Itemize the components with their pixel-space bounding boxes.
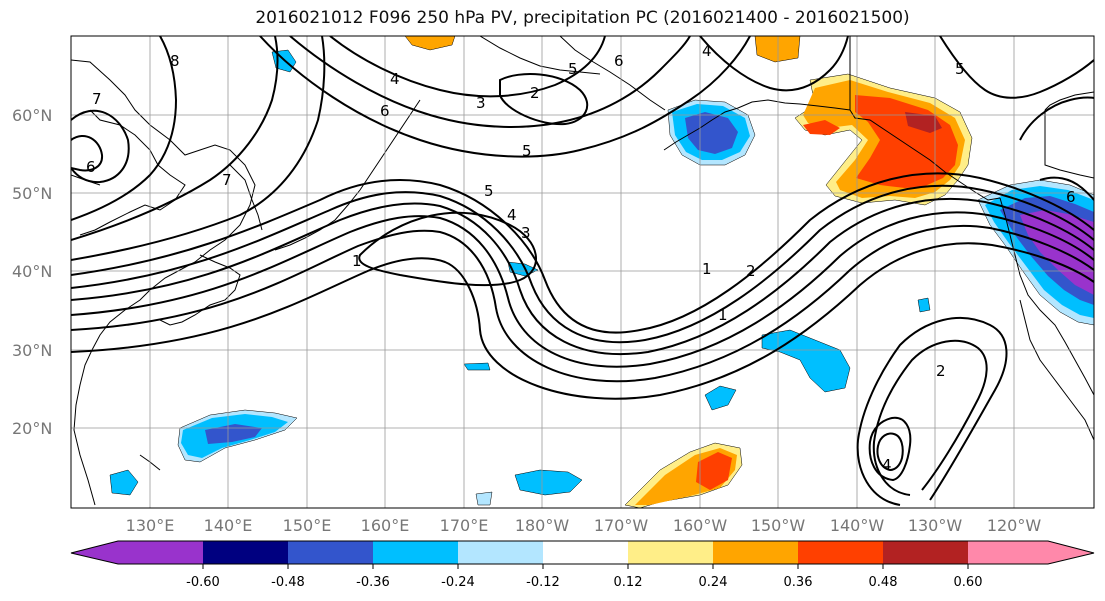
colorbar-swatch: [543, 541, 628, 564]
pv-contour: [71, 184, 1094, 344]
pv-contour: [71, 109, 130, 184]
contour-label: 6: [614, 52, 624, 70]
colorbar-swatch: [883, 541, 968, 564]
pv-contour: [71, 197, 1094, 356]
lon-label: 120°W: [987, 516, 1042, 535]
colorbar-tick-label: 0.48: [869, 575, 898, 590]
contour-label: 5: [484, 182, 494, 200]
lon-label: 130°E: [126, 516, 175, 535]
pv-contour: [71, 224, 1094, 383]
contour-label: 3: [521, 224, 531, 242]
pv-contour: [358, 211, 537, 287]
contour-label: 5: [955, 60, 965, 78]
colorbar-swatch: [628, 541, 713, 564]
contour-labels: 8 7 6 7 4 5 6 5 4 3 2 6 5 5 4 3 1 1 2 1 …: [86, 42, 1076, 474]
contour-label: 2: [530, 84, 540, 102]
colorbar-swatch: [373, 541, 458, 564]
colorbar-swatch: [458, 541, 543, 564]
contour-label: 5: [522, 142, 532, 160]
contour-label: 2: [936, 362, 946, 380]
contour-label: 6: [1066, 188, 1076, 206]
contour-label: 4: [702, 42, 712, 60]
contour-label: 5: [568, 60, 578, 78]
colorbar-tick-label: -0.48: [271, 575, 305, 590]
colorbar-tick-label: -0.24: [441, 575, 475, 590]
contour-label: 8: [170, 52, 180, 70]
colorbar-tick-label: -0.36: [356, 575, 390, 590]
pv-contour: [872, 339, 988, 496]
lon-label: 160°W: [673, 516, 728, 535]
pv-contour: [699, 36, 849, 92]
map-title: 2016021012 F096 250 hPa PV, precipitatio…: [255, 8, 910, 28]
pv-contour: [1019, 96, 1094, 141]
lat-label: 20°N: [12, 419, 52, 438]
coastline-alaska: [849, 36, 1001, 201]
contour-label: 1: [702, 260, 712, 278]
contour-label: 4: [882, 456, 892, 474]
pv-contour: [71, 36, 178, 221]
map-frame: [70, 35, 1095, 509]
colorbar-swatch: [118, 541, 203, 564]
lon-label: 170°W: [594, 516, 649, 535]
colorbar-tick-label: 0.12: [614, 575, 643, 590]
lat-label: 60°N: [12, 106, 52, 125]
colorbar-tick-label: 0.60: [954, 575, 983, 590]
latitude-labels: 60°N 50°N 40°N 30°N 20°N: [12, 106, 52, 438]
lat-label: 30°N: [12, 341, 52, 360]
pv-contour: [1039, 176, 1094, 201]
pv-contour: [259, 36, 751, 158]
lat-label: 50°N: [12, 184, 52, 203]
pv-contour: [856, 317, 1008, 506]
contour-label: 1: [352, 252, 362, 270]
lon-label: 130°W: [908, 516, 963, 535]
pv-contour: [71, 36, 326, 261]
contour-label: 1: [718, 306, 728, 324]
pv-contour: [71, 36, 279, 241]
pv-contour: [939, 36, 1094, 99]
lat-label: 40°N: [12, 262, 52, 281]
colorbar-tick-label: -0.12: [526, 575, 560, 590]
lon-label: 170°E: [440, 516, 489, 535]
lon-label: 140°E: [204, 516, 253, 535]
contour-label: 6: [86, 158, 96, 176]
pv-contour: [868, 416, 912, 482]
pv-contour: [71, 135, 104, 172]
pv-contour: [71, 211, 1094, 368]
pv-contour: [499, 73, 589, 126]
colorbar-extend-low: [71, 541, 118, 564]
colorbar: -0.60 -0.48 -0.36 -0.24 -0.12 0.12 0.24 …: [70, 540, 1095, 590]
colorbar-extend-high: [1048, 541, 1094, 564]
lon-label: 150°E: [283, 516, 332, 535]
colorbar-swatch: [798, 541, 883, 564]
lon-label: 180°W: [515, 516, 570, 535]
colorbar-tick-label: -0.60: [186, 575, 220, 590]
pv-contours: [71, 36, 1094, 506]
colorbar-swatch: [288, 541, 373, 564]
precip-positive-areas: [404, 36, 973, 508]
colorbar-swatch: [713, 541, 798, 564]
contour-label: 7: [92, 90, 102, 108]
contour-label: 6: [380, 102, 390, 120]
coastline-east-asia: [71, 59, 256, 506]
contour-label: 4: [507, 206, 517, 224]
longitude-labels: 130°E 140°E 150°E 160°E 170°E 180°W 170°…: [126, 516, 1042, 535]
colorbar-tick-label: 0.24: [699, 575, 728, 590]
pv-contour: [71, 172, 1094, 334]
colorbar-swatch: [968, 541, 1048, 564]
lon-label: 160°E: [361, 516, 410, 535]
contour-label: 2: [746, 262, 756, 280]
lon-label: 140°W: [830, 516, 885, 535]
colorbar-tick-label: 0.36: [784, 575, 813, 590]
pv-contour: [71, 242, 1094, 400]
contour-label: 3: [476, 94, 486, 112]
pv-contour: [329, 36, 606, 98]
lon-label: 150°W: [751, 516, 806, 535]
colorbar-swatch: [203, 541, 288, 564]
contour-label: 7: [222, 171, 232, 189]
contour-label: 4: [390, 70, 400, 88]
